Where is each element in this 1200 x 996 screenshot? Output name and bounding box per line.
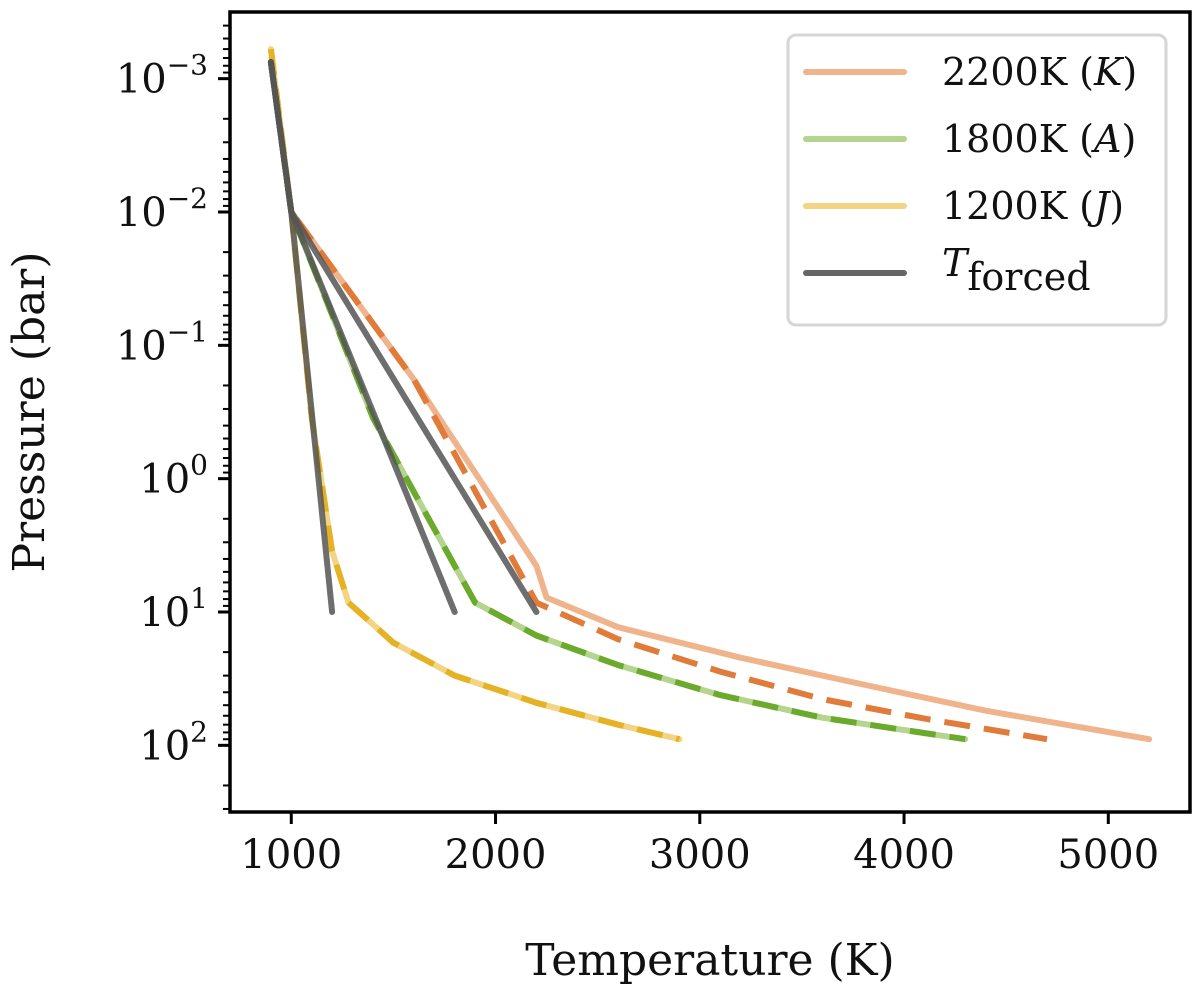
legend: 2200K (K) 1800K (A) 1200K (J) Tforced	[786, 33, 1168, 327]
axes-layer: 1000 2000 3000 4000 5000 10−3 10−2 10−1 100 101 10…	[116, 24, 1159, 878]
y-tick-label: 100	[139, 449, 208, 503]
legend-label-3: 1200K (J)	[942, 184, 1124, 228]
x-tick-label: 5000	[1057, 832, 1159, 878]
y-axis-label: Pressure (bar)	[4, 252, 55, 573]
series-layer	[267, 46, 1153, 743]
legend-label-2: 1800K (A)	[942, 117, 1136, 161]
series-line-6	[267, 48, 681, 743]
y-tick-label: 10−1	[116, 315, 208, 369]
plot-frame	[228, 10, 1192, 814]
y-tick-label: 10−3	[116, 49, 208, 103]
y-tick-label: 10−2	[116, 182, 208, 236]
x-axis-label: Temperature (K)	[525, 935, 894, 986]
series-line-5	[267, 46, 683, 743]
x-tick-label: 2000	[445, 832, 547, 878]
y-tick-label: 102	[139, 715, 208, 769]
y-tick-label: 101	[139, 582, 208, 636]
series-line-8	[267, 59, 458, 615]
legend-box	[786, 33, 1168, 327]
legend-label-1: 2200K (K)	[942, 50, 1137, 94]
x-tick-label: 1000	[240, 832, 342, 878]
series-line-9	[267, 59, 336, 615]
legend-label-4: Tforced	[942, 241, 1091, 299]
x-tick-label: 3000	[649, 832, 751, 878]
series-line-2	[267, 61, 1048, 743]
x-tick-label: 4000	[853, 832, 955, 878]
